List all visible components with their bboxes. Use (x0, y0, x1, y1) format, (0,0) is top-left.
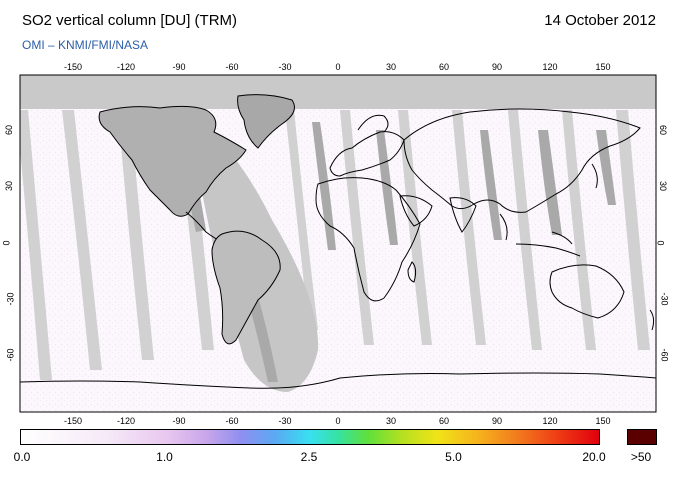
longitude-tick-3: -60 (225, 62, 239, 72)
north-no-data-band (20, 75, 656, 109)
longitude-tick-6: 30 (385, 416, 397, 426)
longitude-tick-3: -60 (225, 416, 239, 426)
colorbar-label-4: 20.0 (582, 450, 606, 464)
map-frame (19, 74, 657, 413)
latitude-tick-0: 60 (4, 125, 15, 136)
latitude-tick-4: -60 (5, 348, 16, 362)
longitude-tick-4: -30 (278, 416, 292, 426)
colorbar-over-label: >50 (630, 450, 652, 464)
colorbar (20, 429, 600, 445)
longitude-tick-7: 60 (438, 62, 450, 72)
longitude-tick-10: 150 (595, 62, 611, 72)
longitude-tick-2: -90 (172, 62, 186, 72)
orbit-gaps (20, 110, 650, 380)
colorbar-label-0: 0.0 (13, 450, 31, 464)
longitude-tick-4: -30 (278, 62, 292, 72)
longitude-tick-8: 90 (491, 62, 503, 72)
colorbar-label-3: 5.0 (445, 450, 462, 464)
data-source-credit: OMI – KNMI/FMI/NASA (22, 38, 149, 52)
longitude-tick-1: -120 (116, 416, 136, 426)
latitude-tick-4: -60 (659, 348, 670, 362)
longitude-tick-5: 0 (335, 416, 341, 426)
longitude-tick-2: -90 (172, 416, 186, 426)
land-masses (20, 94, 656, 389)
colorbar-label-2: 2.5 (300, 450, 318, 464)
latitude-tick-2: 0 (1, 239, 12, 246)
latitude-tick-1: 30 (4, 181, 15, 192)
longitude-tick-8: 90 (491, 416, 503, 426)
longitude-tick-7: 60 (438, 416, 450, 426)
map-date: 14 October 2012 (544, 12, 656, 29)
map-title: SO2 vertical column [DU] (TRM) (22, 12, 238, 29)
latitude-tick-2: 0 (655, 239, 666, 246)
latitude-tick-0: 60 (658, 125, 669, 136)
colorbar-over-range-swatch (627, 429, 657, 445)
longitude-tick-9: 120 (542, 62, 558, 72)
longitude-tick-1: -120 (116, 62, 136, 72)
latitude-tick-1: 30 (658, 181, 669, 192)
latitude-tick-3: -30 (659, 292, 670, 306)
longitude-tick-0: -150 (63, 416, 83, 426)
latitude-tick-3: -30 (5, 292, 16, 306)
colorbar-label-1: 1.0 (156, 450, 173, 464)
longitude-tick-5: 0 (335, 62, 341, 72)
longitude-tick-10: 150 (595, 416, 611, 426)
longitude-tick-6: 30 (385, 62, 397, 72)
longitude-tick-0: -150 (63, 62, 83, 72)
longitude-tick-9: 120 (542, 416, 558, 426)
